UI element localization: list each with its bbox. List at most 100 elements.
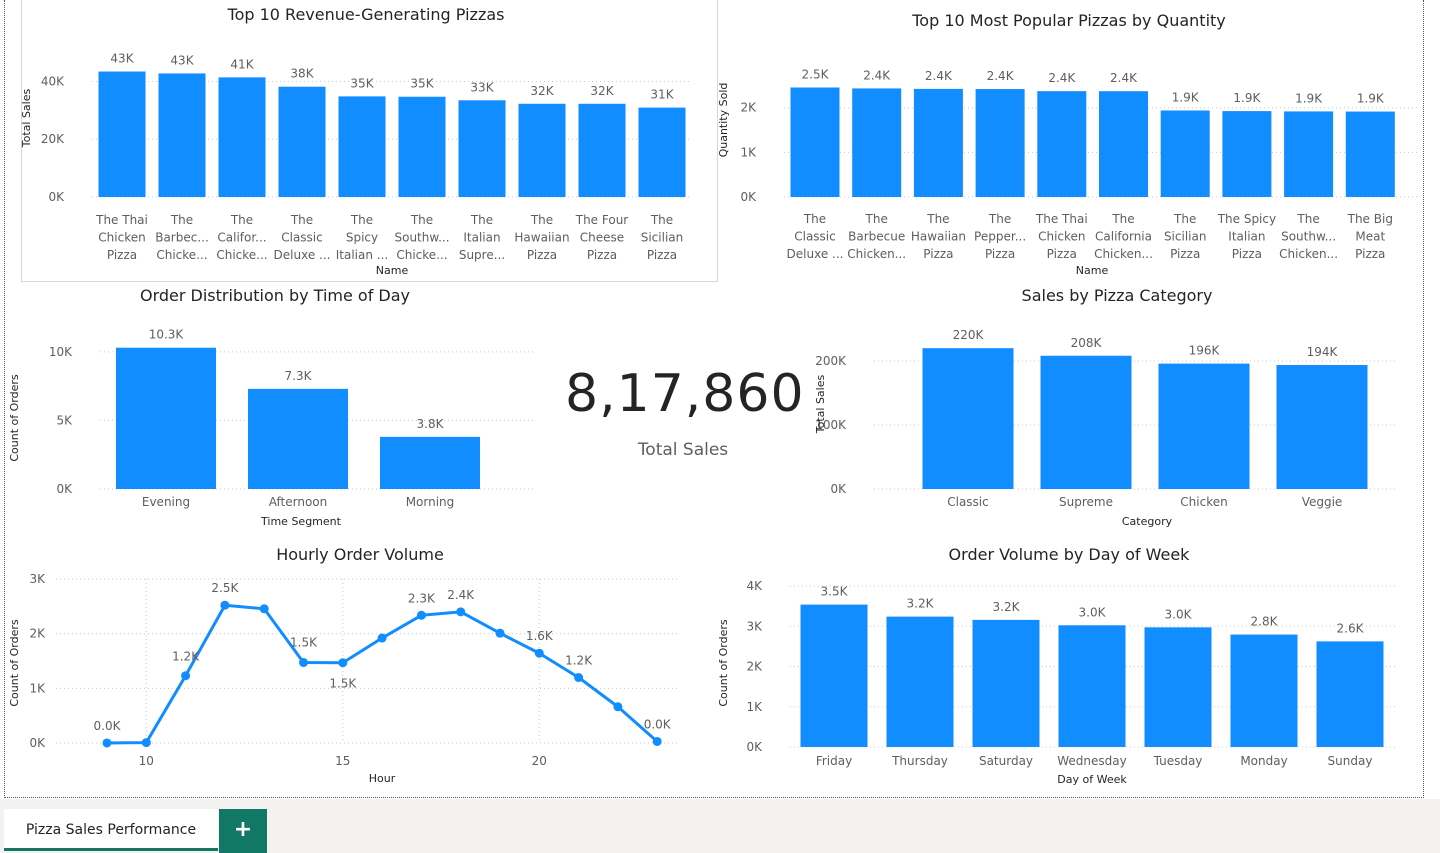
hourly-x-tick-label: 20 bbox=[532, 754, 547, 768]
revenue-category-label: The bbox=[170, 213, 193, 227]
dayofweek-y-tick-label: 2K bbox=[746, 660, 763, 674]
category-chart-title: Sales by Pizza Category bbox=[1022, 286, 1213, 305]
dayofweek-chart-title: Order Volume by Day of Week bbox=[949, 545, 1191, 564]
total-sales-kpi-label: Total Sales bbox=[637, 440, 729, 460]
hourly-data-label: 1.5K bbox=[290, 636, 318, 650]
revenue-data-label: 43K bbox=[170, 53, 194, 67]
timeofday-y-axis-title: Count of Orders bbox=[8, 374, 21, 462]
hourly-data-point bbox=[416, 610, 426, 620]
timeofday-category-label: Evening bbox=[142, 495, 190, 509]
quantity-category-label: The Thai bbox=[1035, 212, 1088, 226]
quantity-bar bbox=[975, 89, 1025, 197]
dayofweek-data-label: 3.0K bbox=[1079, 605, 1107, 619]
hourly-data-point bbox=[652, 736, 662, 746]
revenue-category-label: Barbec... bbox=[155, 231, 209, 245]
quantity-y-axis-title: Quantity Sold bbox=[717, 83, 730, 158]
revenue-category-label: Chicke... bbox=[396, 248, 447, 262]
quantity-y-tick-label: 2K bbox=[740, 101, 757, 115]
revenue-category-label: The bbox=[650, 213, 673, 227]
dayofweek-y-tick-label: 1K bbox=[746, 700, 763, 714]
category-y-tick-label: 0K bbox=[830, 482, 847, 496]
hourly-data-point bbox=[495, 628, 505, 638]
revenue-category-label: The bbox=[530, 213, 553, 227]
revenue-category-label: The bbox=[410, 213, 433, 227]
hourly-data-point bbox=[377, 633, 387, 643]
revenue-category-label: Chicken bbox=[98, 231, 145, 245]
category-bar bbox=[922, 348, 1014, 489]
dayofweek-bar bbox=[886, 616, 954, 747]
quantity-bar bbox=[1099, 91, 1148, 197]
revenue-data-label: 32K bbox=[590, 84, 614, 98]
quantity-bar bbox=[1160, 110, 1210, 197]
hourly-y-tick-label: 3K bbox=[29, 572, 46, 586]
hourly-y-tick-label: 1K bbox=[29, 681, 46, 695]
revenue-y-tick-label: 40K bbox=[41, 74, 65, 88]
quantity-bar bbox=[1284, 111, 1334, 197]
revenue-category-label: Chicke... bbox=[216, 248, 267, 262]
timeofday-chart-title: Order Distribution by Time of Day bbox=[140, 286, 410, 305]
hourly-data-label: 1.2K bbox=[172, 650, 200, 664]
quantity-category-label: Chicken bbox=[1038, 230, 1085, 244]
dayofweek-category-label: Thursday bbox=[891, 754, 948, 768]
dayofweek-bar bbox=[972, 619, 1040, 747]
revenue-bar bbox=[278, 86, 326, 197]
dayofweek-category-label: Wednesday bbox=[1057, 754, 1126, 768]
quantity-category-label: The bbox=[926, 212, 949, 226]
hourly-data-point bbox=[338, 658, 348, 668]
category-data-label: 194K bbox=[1307, 345, 1339, 359]
hourly-x-tick-label: 15 bbox=[335, 754, 350, 768]
revenue-bar bbox=[458, 100, 506, 197]
quantity-data-label: 1.9K bbox=[1233, 91, 1261, 105]
tab-pizza-sales-performance[interactable]: Pizza Sales Performance bbox=[4, 809, 218, 851]
hourly-data-point bbox=[259, 604, 269, 614]
add-page-button[interactable]: + bbox=[219, 809, 267, 853]
dayofweek-data-label: 2.6K bbox=[1337, 621, 1365, 635]
quantity-category-label: Pepper... bbox=[974, 230, 1026, 244]
revenue-category-label: Southw... bbox=[394, 231, 449, 245]
category-data-label: 196K bbox=[1189, 344, 1221, 358]
quantity-category-label: Pizza bbox=[1355, 247, 1385, 261]
quantity-category-label: The bbox=[803, 212, 826, 226]
revenue-bar bbox=[98, 71, 146, 197]
hourly-x-axis-title: Hour bbox=[369, 772, 396, 785]
quantity-data-label: 2.4K bbox=[925, 69, 953, 83]
hourly-data-label: 0.0K bbox=[644, 717, 672, 731]
quantity-category-label: Pizza bbox=[1047, 247, 1077, 261]
revenue-category-label: The bbox=[470, 213, 493, 227]
dayofweek-x-axis-title: Day of Week bbox=[1057, 773, 1127, 786]
dayofweek-category-label: Friday bbox=[816, 754, 852, 768]
quantity-category-label: Chicken... bbox=[847, 247, 906, 261]
revenue-data-label: 43K bbox=[110, 52, 134, 66]
hourly-data-point bbox=[534, 648, 544, 658]
dayofweek-bar bbox=[800, 604, 868, 747]
quantity-data-label: 2.4K bbox=[863, 68, 891, 82]
quantity-category-label: Pizza bbox=[923, 247, 953, 261]
revenue-category-label: Pizza bbox=[107, 248, 137, 262]
revenue-category-label: The bbox=[350, 213, 373, 227]
quantity-category-label: The Spicy bbox=[1217, 212, 1276, 226]
quantity-y-tick-label: 1K bbox=[740, 145, 757, 159]
revenue-y-tick-label: 20K bbox=[41, 132, 65, 146]
revenue-bar bbox=[158, 73, 206, 197]
revenue-bar bbox=[518, 103, 566, 197]
dayofweek-data-label: 3.2K bbox=[993, 600, 1021, 614]
revenue-category-label: The Thai bbox=[95, 213, 148, 227]
timeofday-x-axis-title: Time Segment bbox=[260, 515, 342, 528]
category-y-tick-label: 100K bbox=[815, 418, 847, 432]
revenue-data-label: 38K bbox=[290, 67, 314, 81]
dayofweek-bar bbox=[1316, 641, 1384, 747]
quantity-category-label: Italian bbox=[1228, 230, 1265, 244]
revenue-category-label: The bbox=[290, 213, 313, 227]
dayofweek-data-label: 3.2K bbox=[907, 597, 935, 611]
revenue-category-label: Chicke... bbox=[156, 248, 207, 262]
quantity-data-label: 2.4K bbox=[1048, 71, 1076, 85]
dayofweek-bar bbox=[1058, 625, 1126, 747]
charts-layer: Top 10 Revenue-Generating Pizzas 0K 20K 40K… bbox=[8, 5, 1420, 786]
quantity-category-label: Classic bbox=[794, 230, 836, 244]
category-y-axis-title: Total Sales bbox=[814, 375, 827, 435]
revenue-bar bbox=[638, 107, 686, 197]
quantity-category-label: Hawaiian bbox=[911, 230, 966, 244]
category-x-axis-title: Category bbox=[1122, 515, 1173, 528]
total-sales-kpi-value: 8,17,860 bbox=[565, 364, 805, 424]
quantity-x-axis-title: Name bbox=[1076, 264, 1109, 277]
